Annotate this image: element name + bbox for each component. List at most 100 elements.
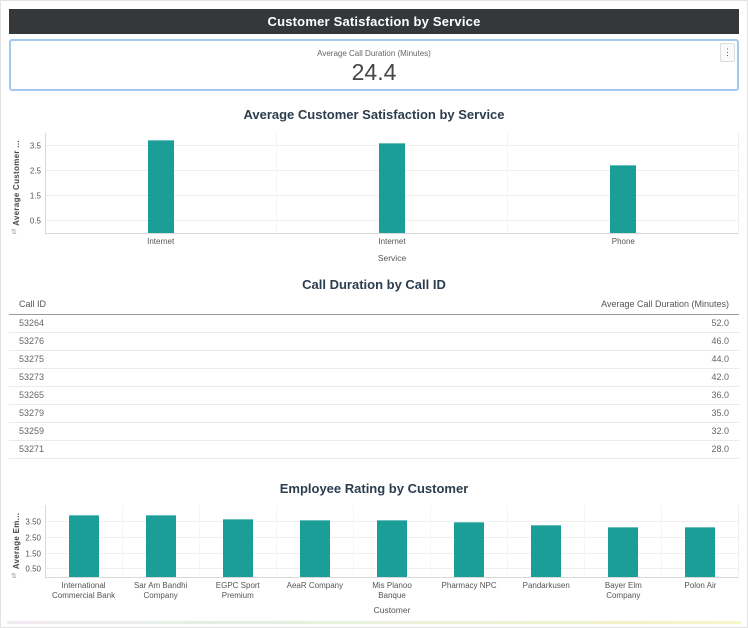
cell-avg-duration: 32.0: [711, 423, 729, 440]
x-category-label: Internet: [276, 237, 507, 247]
y-axis-label: Average Customer ...: [12, 140, 21, 226]
cell-avg-duration: 46.0: [711, 333, 729, 350]
chart-satisfaction-by-service: Average Customer Satisfaction by Service…: [9, 107, 739, 273]
table-row[interactable]: 53273 42.0: [9, 369, 739, 387]
bar[interactable]: [377, 520, 407, 577]
bars-layer: [46, 133, 738, 233]
cell-call-id: 53264: [19, 315, 44, 332]
cell-call-id: 53273: [19, 369, 44, 386]
bar[interactable]: [300, 520, 330, 577]
table-body: 5326452.05327646.05327544.05327342.05326…: [9, 315, 739, 459]
kebab-menu-icon[interactable]: ⋮: [720, 43, 735, 62]
table-title: Call Duration by Call ID: [9, 277, 739, 295]
bars-layer: [46, 505, 738, 577]
x-axis-title: Customer: [9, 605, 739, 615]
x-axis-title: Service: [9, 253, 739, 263]
cell-call-id: 53265: [19, 387, 44, 404]
table-header-row: Call ID Average Call Duration (Minutes): [9, 295, 739, 315]
cell-avg-duration: 28.0: [711, 441, 729, 458]
cell-call-id: 53275: [19, 351, 44, 368]
plot-area: [45, 133, 739, 234]
bar[interactable]: [454, 522, 484, 577]
bar-slot: [277, 133, 508, 233]
chart-title: Average Customer Satisfaction by Service: [9, 107, 739, 125]
cell-call-id: 53271: [19, 441, 44, 458]
x-category-label: Pandarkusen: [508, 581, 585, 601]
x-category-labels: International Commercial BankSar Am Band…: [45, 581, 739, 601]
bar[interactable]: [148, 140, 174, 234]
table-row[interactable]: 53275 44.0: [9, 351, 739, 369]
y-tick-label: 1.5: [30, 191, 41, 200]
y-tick-label: 0.5: [30, 216, 41, 225]
x-category-label: International Commercial Bank: [45, 581, 122, 601]
column-header-avg-duration: Average Call Duration (Minutes): [601, 299, 729, 309]
table-call-duration: Call Duration by Call ID Call ID Average…: [9, 277, 739, 459]
chart-title: Employee Rating by Customer: [9, 481, 739, 499]
kpi-card-avg-call-duration[interactable]: Average Call Duration (Minutes) 24.4 ⋮: [9, 39, 739, 91]
bar[interactable]: [531, 525, 561, 577]
table-row[interactable]: 53265 36.0: [9, 387, 739, 405]
x-category-label: AeaR Company: [276, 581, 353, 601]
bar-slot: [354, 505, 431, 577]
x-category-label: Internet: [45, 237, 276, 247]
table-row[interactable]: 53264 52.0: [9, 315, 739, 333]
x-category-label: Mis Planoo Banque: [353, 581, 430, 601]
cell-avg-duration: 42.0: [711, 369, 729, 386]
bar[interactable]: [379, 143, 405, 234]
x-category-label: Pharmacy NPC: [431, 581, 508, 601]
y-tick-label: 1.50: [25, 549, 41, 558]
table-row[interactable]: 53276 46.0: [9, 333, 739, 351]
y-axis-label: Average Em...: [12, 513, 21, 570]
bar-slot: [431, 505, 508, 577]
cell-call-id: 53279: [19, 405, 44, 422]
y-axis: Average Em... ⇅ 3.50 2.50 1.50 0.50: [9, 505, 45, 577]
x-category-label: Polon Air: [662, 581, 739, 601]
cell-call-id: 53276: [19, 333, 44, 350]
y-axis: Average Customer ... ⇅ 3.5 2.5 1.5 0.5: [9, 133, 45, 233]
x-category-labels: InternetInternetPhone: [45, 237, 739, 247]
dashboard-title: Customer Satisfaction by Service: [267, 14, 480, 29]
table-row[interactable]: 53259 32.0: [9, 423, 739, 441]
y-tick-label: 3.50: [25, 518, 41, 527]
cell-avg-duration: 36.0: [711, 387, 729, 404]
cell-call-id: 53259: [19, 423, 44, 440]
bar-slot: [46, 133, 277, 233]
dashboard-header: Customer Satisfaction by Service: [9, 9, 739, 34]
kpi-label: Average Call Duration (Minutes): [11, 49, 737, 58]
cell-avg-duration: 44.0: [711, 351, 729, 368]
kpi-value: 24.4: [11, 59, 737, 86]
bar-slot: [585, 505, 662, 577]
table-row[interactable]: 53279 35.0: [9, 405, 739, 423]
chart-employee-rating: Employee Rating by Customer Average Em..…: [9, 481, 739, 621]
bar-slot: [123, 505, 200, 577]
bar[interactable]: [69, 515, 99, 577]
bar[interactable]: [685, 527, 715, 577]
bar[interactable]: [146, 515, 176, 577]
column-header-call-id: Call ID: [19, 299, 46, 309]
cell-avg-duration: 52.0: [711, 315, 729, 332]
bar-slot: [277, 505, 354, 577]
y-tick-label: 2.5: [30, 166, 41, 175]
x-category-label: Bayer Elm Company: [585, 581, 662, 601]
bar-slot: [508, 133, 738, 233]
bar[interactable]: [610, 165, 636, 233]
dashboard-page: Customer Satisfaction by Service Average…: [0, 0, 748, 628]
table-row[interactable]: 53271 28.0: [9, 441, 739, 459]
bar[interactable]: [608, 527, 638, 577]
sort-icon[interactable]: ⇅: [11, 228, 17, 236]
x-category-label: Phone: [508, 237, 739, 247]
bar-slot: [508, 505, 585, 577]
x-category-label: EGPC Sport Premium: [199, 581, 276, 601]
bar[interactable]: [223, 519, 253, 577]
y-tick-label: 0.50: [25, 565, 41, 574]
bar-slot: [200, 505, 277, 577]
y-tick-label: 3.5: [30, 141, 41, 150]
bottom-accent-strip: [7, 621, 741, 624]
x-category-label: Sar Am Bandhi Company: [122, 581, 199, 601]
sort-icon[interactable]: ⇅: [11, 572, 17, 580]
y-tick-label: 2.50: [25, 533, 41, 542]
plot-area: [45, 505, 739, 578]
bar-slot: [46, 505, 123, 577]
cell-avg-duration: 35.0: [711, 405, 729, 422]
bar-slot: [662, 505, 738, 577]
